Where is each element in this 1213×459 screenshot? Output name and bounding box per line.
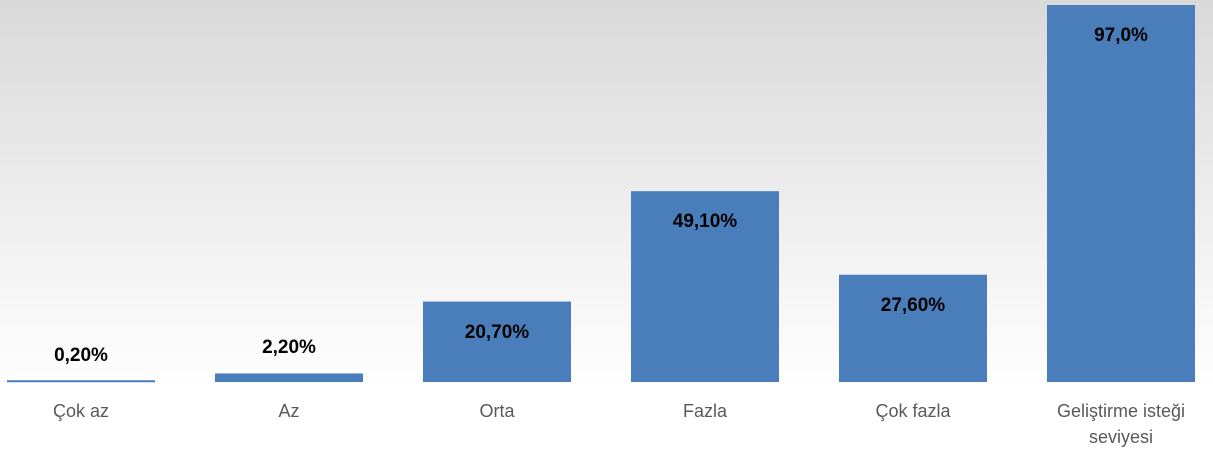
data-label: 2,20% [262,337,316,359]
x-tick-label: Orta [479,401,515,421]
bar [631,191,779,382]
bar [839,274,987,382]
x-tick-label: Az [278,401,300,421]
bar [1047,5,1195,382]
data-label: 0,20% [54,345,108,367]
bar [423,301,571,382]
data-label: 97,0% [1094,25,1148,46]
x-tick-label: Fazla [682,401,727,421]
x-tick-label: Geliştirme isteği seviyesi [1056,401,1186,447]
bar [7,380,155,383]
data-label: 20,70% [464,321,530,343]
data-label: 49,10% [672,211,738,233]
x-tick-label: Çok az [52,401,110,421]
x-tick-label: Çok fazla [875,401,951,421]
bar [215,373,363,382]
data-label: 27,60% [880,294,946,316]
